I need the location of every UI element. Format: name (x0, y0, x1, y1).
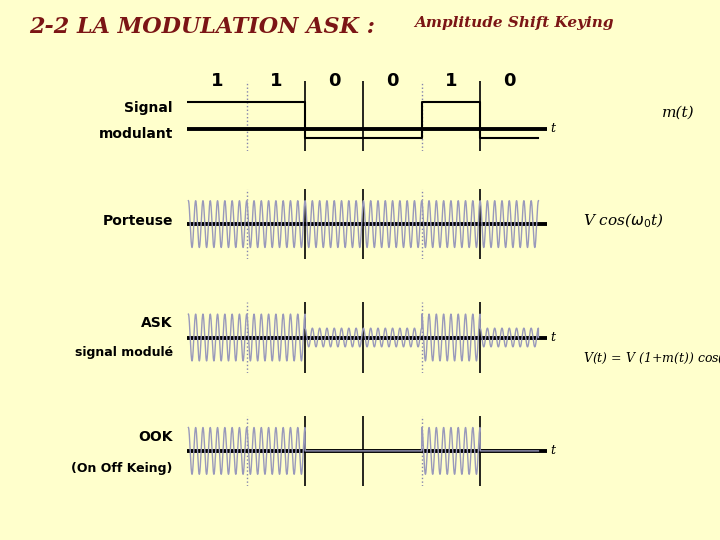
Text: modulant: modulant (99, 127, 173, 140)
Text: 1: 1 (211, 72, 224, 90)
Text: Porteuse: Porteuse (102, 214, 173, 227)
Text: signal modulé: signal modulé (75, 347, 173, 360)
Text: t: t (550, 444, 555, 457)
Text: 0: 0 (387, 72, 399, 90)
Text: 0: 0 (328, 72, 341, 90)
Text: 0: 0 (503, 72, 516, 90)
Text: V(t) = V (1+m(t)) cos($\omega_0$t): V(t) = V (1+m(t)) cos($\omega_0$t) (583, 351, 720, 366)
Text: ASK: ASK (141, 316, 173, 330)
Text: 2-2 LA MODULATION ASK :: 2-2 LA MODULATION ASK : (29, 16, 382, 38)
Text: V cos($\omega_0$t): V cos($\omega_0$t) (583, 211, 664, 230)
Text: 1: 1 (269, 72, 282, 90)
Text: t: t (550, 122, 555, 135)
Text: Amplitude Shift Keying: Amplitude Shift Keying (414, 16, 613, 30)
Text: (On Off Keing): (On Off Keing) (71, 462, 173, 475)
Text: t: t (550, 331, 555, 344)
Text: 1: 1 (445, 72, 457, 90)
Text: m(t): m(t) (662, 106, 695, 119)
Text: Signal: Signal (125, 100, 173, 114)
Text: OOK: OOK (138, 430, 173, 444)
